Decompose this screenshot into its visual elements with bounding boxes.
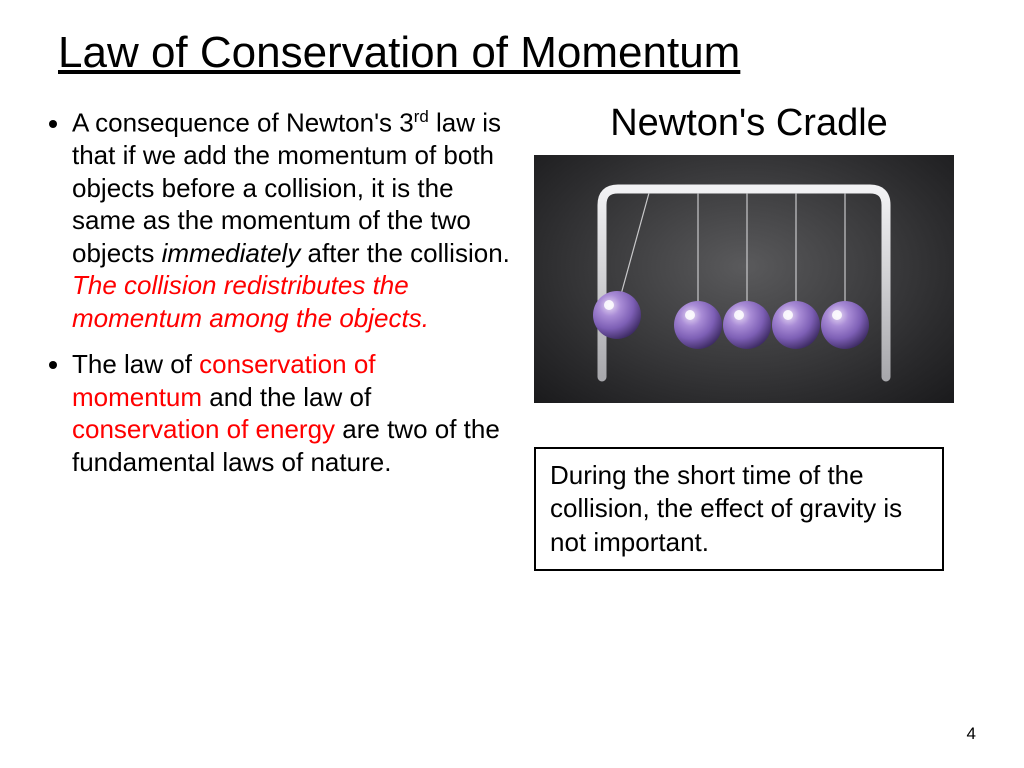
cradle-svg <box>554 177 934 387</box>
b1-text-3: after the collision. <box>300 238 510 268</box>
cradle-ball-2 <box>674 301 722 349</box>
cradle-ball-3-shine <box>734 310 744 320</box>
content-columns: A consequence of Newton's 3rd law is tha… <box>50 106 974 571</box>
b1-red-ital: The collision redistributes the momentum… <box>72 270 429 333</box>
cradle-ball-4-shine <box>783 310 793 320</box>
b2-red-2: conservation of energy <box>72 414 335 444</box>
cradle-ball-3 <box>723 301 771 349</box>
cradle-ball-1-shine <box>604 300 614 310</box>
slide-title: Law of Conservation of Momentum <box>58 28 974 78</box>
cradle-subtitle: Newton's Cradle <box>534 102 964 145</box>
cradle-ball-5 <box>821 301 869 349</box>
b2-text-2: and the law of <box>202 382 371 412</box>
bullet-list: A consequence of Newton's 3rd law is tha… <box>50 106 510 478</box>
cradle-ball-1 <box>593 291 641 339</box>
bullet-1: A consequence of Newton's 3rd law is tha… <box>72 106 510 334</box>
b1-ital: immediately <box>162 238 301 268</box>
b2-text-1: The law of <box>72 349 199 379</box>
cradle-ball-2-shine <box>685 310 695 320</box>
cradle-ball-5-shine <box>832 310 842 320</box>
cradle-ball-4 <box>772 301 820 349</box>
right-column: Newton's Cradle <box>534 106 964 571</box>
left-column: A consequence of Newton's 3rd law is tha… <box>50 106 510 571</box>
newtons-cradle-image <box>534 155 954 403</box>
bullet-2: The law of conservation of momentum and … <box>72 348 510 478</box>
page-number: 4 <box>967 724 976 744</box>
slide: Law of Conservation of Momentum A conseq… <box>0 0 1024 768</box>
b1-sup: rd <box>414 107 429 126</box>
b1-text-1: A consequence of Newton's 3 <box>72 108 414 138</box>
note-box: During the short time of the collision, … <box>534 447 944 571</box>
